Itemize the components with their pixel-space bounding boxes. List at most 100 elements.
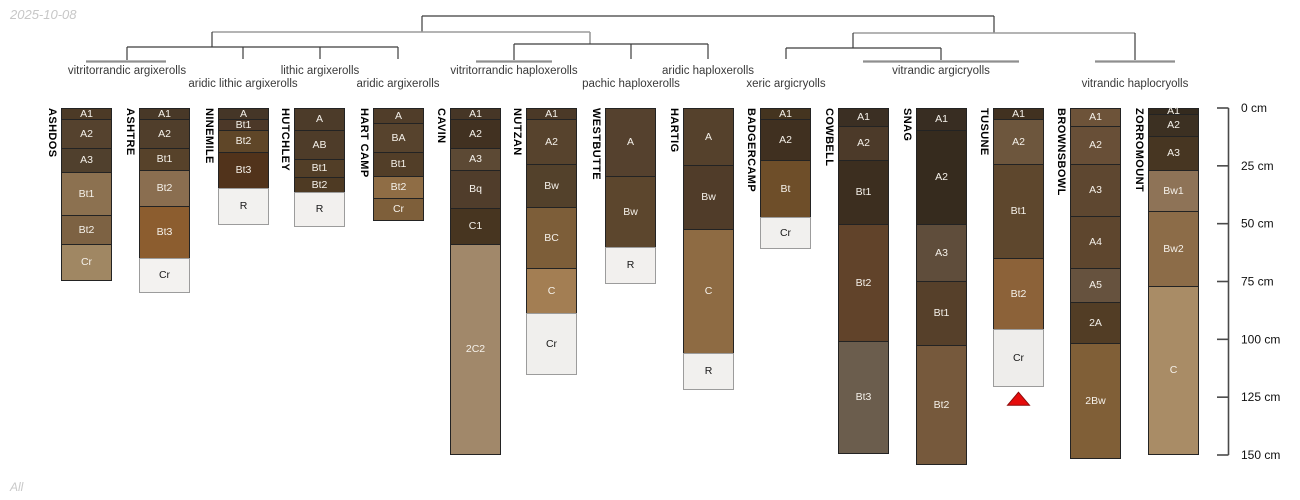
horizon-label: C	[704, 285, 713, 298]
horizon: A2	[916, 130, 967, 225]
horizon-label: Cr	[779, 226, 792, 239]
horizon: A3	[1070, 164, 1121, 217]
horizon-label: A2	[1012, 135, 1025, 148]
horizon: A2	[526, 119, 577, 165]
group-label: aridic argixerolls	[356, 78, 439, 90]
group-label: lithic argixerolls	[281, 65, 360, 77]
horizon: A3	[1148, 136, 1199, 171]
horizon: A1	[916, 108, 967, 131]
horizon-label: Bt1	[311, 162, 328, 175]
horizon: Bt2	[139, 170, 190, 207]
profile-column: A Bw R	[605, 108, 656, 284]
horizon: A2	[1070, 126, 1121, 165]
group-label: xeric argicryolls	[746, 78, 825, 90]
horizon: Bw	[526, 164, 577, 208]
group-label: aridic haploxerolls	[662, 65, 754, 77]
horizon-label: 2Bw	[1085, 394, 1106, 407]
horizon-label: A1	[857, 111, 870, 124]
horizon-label: Cr	[392, 203, 405, 216]
horizon: A2	[450, 119, 501, 149]
horizon: A3	[916, 224, 967, 282]
horizon: Bt2	[218, 130, 269, 153]
horizon: R	[605, 247, 656, 284]
horizon: BA	[373, 123, 424, 153]
horizon-label: Bq	[469, 183, 482, 196]
profile-column: A1 A2 A3 Bw1 Bw2 C	[1148, 106, 1199, 455]
horizon-label: AB	[312, 138, 327, 151]
horizon-label: Bt1	[156, 153, 173, 166]
horizon-label: Bt1	[235, 118, 252, 131]
horizon: Bt2	[294, 177, 345, 193]
horizon-label: Bt1	[855, 186, 872, 199]
horizon: R	[218, 188, 269, 225]
horizon: Bt3	[139, 206, 190, 259]
horizon-label: Bt1	[78, 187, 95, 200]
horizon-label: Bt3	[156, 226, 173, 239]
horizon: Bt3	[838, 341, 889, 454]
horizon: A2	[1148, 114, 1199, 137]
horizon-label: Cr	[158, 269, 171, 282]
horizon-label: Bt2	[390, 181, 407, 194]
horizon-label: Cr	[545, 337, 558, 350]
horizon: A	[294, 108, 345, 131]
horizon: C1	[450, 208, 501, 245]
depth-axis-tick-label: 150 cm	[1241, 448, 1280, 462]
profile-column: A1 A2 Bt1 Bt2 Bt3 Cr	[139, 108, 190, 293]
horizon-label: Bt2	[235, 135, 252, 148]
horizon: A2	[993, 119, 1044, 165]
horizon-label: 2C2	[465, 343, 486, 356]
horizon-label: A3	[935, 246, 948, 259]
horizon-label: A1	[779, 107, 792, 120]
profile-name-label: HARTIG	[668, 108, 680, 153]
horizon: Bt1	[139, 148, 190, 171]
horizon: A4	[1070, 216, 1121, 269]
depth-axis-tick-label: 0 cm	[1241, 101, 1267, 115]
horizon-label: A2	[158, 127, 171, 140]
horizon: A	[683, 108, 734, 166]
horizon-label: A4	[1089, 236, 1102, 249]
horizon: A2	[760, 119, 811, 161]
horizon-label: R	[626, 259, 635, 272]
horizon-label: A2	[857, 137, 870, 150]
horizon-label: A1	[469, 107, 482, 120]
horizon: Bt1	[294, 159, 345, 178]
horizon-label: A5	[1089, 279, 1102, 292]
horizon-label: Bt1	[933, 307, 950, 320]
group-label: pachic haploxerolls	[582, 78, 680, 90]
profile-name-label: SNAG	[901, 108, 913, 142]
horizon: A1	[1070, 108, 1121, 127]
profile-name-label: CAVIN	[435, 108, 447, 144]
horizon: C	[1148, 286, 1199, 455]
horizon-label: C1	[468, 220, 483, 233]
horizon-label: A2	[935, 171, 948, 184]
group-label: vitritorrandic haploxerolls	[450, 65, 577, 77]
profile-column: A Bw C R	[683, 108, 734, 390]
horizon: A	[373, 108, 424, 124]
profile-column: A1 A2 Bt1 Bt2 Bt3	[838, 108, 889, 454]
horizon: A3	[450, 148, 501, 171]
horizon: Cr	[139, 258, 190, 293]
horizon-label: Bt1	[1010, 205, 1027, 218]
group-label: aridic lithic argixerolls	[188, 78, 298, 90]
horizon-label: R	[239, 200, 248, 213]
profile-name-label: ASHTRE	[124, 108, 136, 156]
horizon-label: Bt2	[311, 178, 328, 191]
horizon: R	[294, 192, 345, 227]
depth-axis-tick-label: 125 cm	[1241, 390, 1280, 404]
horizon-label: A1	[1089, 111, 1102, 124]
horizon-label: BA	[391, 131, 406, 144]
profile-name-label: BROWNSBOWL	[1055, 108, 1067, 196]
horizon-label: A2	[1167, 119, 1180, 132]
depth-axis-tick-label: 75 cm	[1241, 275, 1274, 289]
horizon-label: A2	[1089, 139, 1102, 152]
horizon: Bw2	[1148, 211, 1199, 287]
profile-name-label: ASHDOS	[46, 108, 58, 158]
horizon-label: A	[394, 109, 402, 122]
horizon-label: A3	[1089, 184, 1102, 197]
horizon-label: Bt2	[855, 276, 872, 289]
profile-column: A1 A2 Bt1 Bt2 Cr	[993, 108, 1044, 387]
horizon: Bt1	[916, 281, 967, 346]
profile-column: A1 A2 A3 A4 A5 2A 2Bw	[1070, 108, 1121, 459]
profile-name-label: COWBELL	[823, 108, 835, 167]
horizon: 2A	[1070, 302, 1121, 344]
